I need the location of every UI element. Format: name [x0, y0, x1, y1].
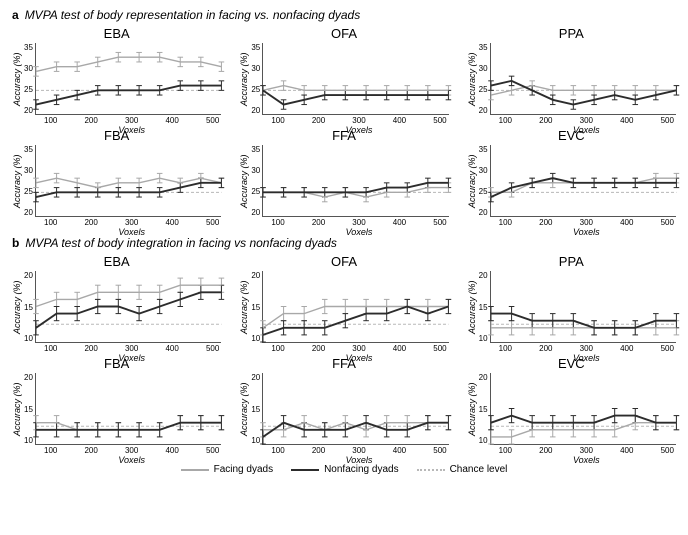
x-axis-label: Voxels: [269, 227, 448, 237]
chart-ofa: OFA Accuracy (%) 201510 100200300400500 …: [239, 254, 448, 352]
legend: Facing dyads Nonfacing dyads Chance leve…: [12, 464, 676, 475]
x-axis-ticks: 100200300400500: [497, 115, 676, 125]
plot-area: [35, 271, 221, 343]
chart-title: FBA: [12, 356, 221, 371]
x-axis-ticks: 100200300400500: [269, 445, 448, 455]
chart-grid: EBA Accuracy (%) 35302520 10020030040050…: [12, 26, 676, 226]
y-axis-ticks: 201510: [24, 373, 35, 445]
chart-title: FFA: [239, 128, 448, 143]
chart-title: EBA: [12, 26, 221, 41]
legend-label: Chance level: [450, 464, 508, 475]
y-axis-ticks: 35302520: [479, 145, 490, 217]
y-axis-label: Accuracy (%): [12, 43, 22, 115]
plot-area: [262, 271, 448, 343]
chart-eba: EBA Accuracy (%) 35302520 10020030040050…: [12, 26, 221, 124]
section-title: aMVPA test of body representation in fac…: [12, 8, 676, 22]
chart-grid: EBA Accuracy (%) 201510 100200300400500 …: [12, 254, 676, 454]
y-axis-label: Accuracy (%): [467, 145, 477, 217]
y-axis-label: Accuracy (%): [12, 373, 22, 445]
chart-title: OFA: [239, 254, 448, 269]
y-axis-label: Accuracy (%): [12, 145, 22, 217]
x-axis-label: Voxels: [497, 227, 676, 237]
y-axis-label: Accuracy (%): [467, 373, 477, 445]
legend-label: Facing dyads: [214, 464, 273, 475]
chart-evc: EVC Accuracy (%) 201510 100200300400500 …: [467, 356, 676, 454]
x-axis-label: Voxels: [497, 455, 676, 465]
y-axis-ticks: 35302520: [24, 43, 35, 115]
chart-ofa: OFA Accuracy (%) 35302520 10020030040050…: [239, 26, 448, 124]
plot-area: [35, 145, 221, 217]
legend-line-icon: [417, 469, 445, 471]
x-axis-ticks: 100200300400500: [42, 445, 221, 455]
plot-area: [490, 43, 676, 115]
y-axis-ticks: 35302520: [24, 145, 35, 217]
legend-facing: Facing dyads: [181, 464, 273, 475]
chart-title: PPA: [467, 254, 676, 269]
x-axis-ticks: 100200300400500: [497, 343, 676, 353]
y-axis-ticks: 201510: [251, 373, 262, 445]
chart-title: FBA: [12, 128, 221, 143]
chart-title: EBA: [12, 254, 221, 269]
x-axis-label: Voxels: [42, 455, 221, 465]
legend-nonfacing: Nonfacing dyads: [291, 464, 399, 475]
chart-title: PPA: [467, 26, 676, 41]
x-axis-label: Voxels: [269, 455, 448, 465]
x-axis-ticks: 100200300400500: [42, 343, 221, 353]
chart-fba: FBA Accuracy (%) 201510 100200300400500 …: [12, 356, 221, 454]
plot-area: [490, 271, 676, 343]
x-axis-label: Voxels: [42, 227, 221, 237]
x-axis-ticks: 100200300400500: [269, 343, 448, 353]
section-b: bMVPA test of body integration in facing…: [12, 236, 676, 454]
legend-chance: Chance level: [417, 464, 508, 475]
plot-area: [490, 145, 676, 217]
legend-line-icon: [291, 469, 319, 471]
x-axis-ticks: 100200300400500: [269, 217, 448, 227]
chart-title: EVC: [467, 128, 676, 143]
chart-ppa: PPA Accuracy (%) 201510 100200300400500 …: [467, 254, 676, 352]
section-a: aMVPA test of body representation in fac…: [12, 8, 676, 226]
x-axis-ticks: 100200300400500: [497, 445, 676, 455]
chart-title: FFA: [239, 356, 448, 371]
legend-line-icon: [181, 469, 209, 471]
chart-ffa: FFA Accuracy (%) 35302520 10020030040050…: [239, 128, 448, 226]
chart-title: EVC: [467, 356, 676, 371]
x-axis-ticks: 100200300400500: [42, 115, 221, 125]
y-axis-label: Accuracy (%): [12, 271, 22, 343]
plot-area: [262, 43, 448, 115]
plot-area: [35, 43, 221, 115]
y-axis-ticks: 201510: [24, 271, 35, 343]
y-axis-label: Accuracy (%): [467, 43, 477, 115]
chart-ppa: PPA Accuracy (%) 35302520 10020030040050…: [467, 26, 676, 124]
chart-title: OFA: [239, 26, 448, 41]
y-axis-label: Accuracy (%): [239, 145, 249, 217]
chart-eba: EBA Accuracy (%) 201510 100200300400500 …: [12, 254, 221, 352]
y-axis-ticks: 35302520: [479, 43, 490, 115]
x-axis-ticks: 100200300400500: [269, 115, 448, 125]
x-axis-ticks: 100200300400500: [497, 217, 676, 227]
legend-label: Nonfacing dyads: [324, 464, 399, 475]
section-title: bMVPA test of body integration in facing…: [12, 236, 676, 250]
plot-area: [35, 373, 221, 445]
y-axis-ticks: 35302520: [251, 145, 262, 217]
x-axis-ticks: 100200300400500: [42, 217, 221, 227]
y-axis-label: Accuracy (%): [239, 43, 249, 115]
plot-area: [262, 145, 448, 217]
plot-area: [262, 373, 448, 445]
y-axis-ticks: 201510: [479, 373, 490, 445]
y-axis-ticks: 201510: [251, 271, 262, 343]
plot-area: [490, 373, 676, 445]
chart-fba: FBA Accuracy (%) 35302520 10020030040050…: [12, 128, 221, 226]
y-axis-label: Accuracy (%): [239, 373, 249, 445]
y-axis-label: Accuracy (%): [467, 271, 477, 343]
y-axis-ticks: 35302520: [251, 43, 262, 115]
chart-ffa: FFA Accuracy (%) 201510 100200300400500 …: [239, 356, 448, 454]
y-axis-label: Accuracy (%): [239, 271, 249, 343]
chart-evc: EVC Accuracy (%) 35302520 10020030040050…: [467, 128, 676, 226]
